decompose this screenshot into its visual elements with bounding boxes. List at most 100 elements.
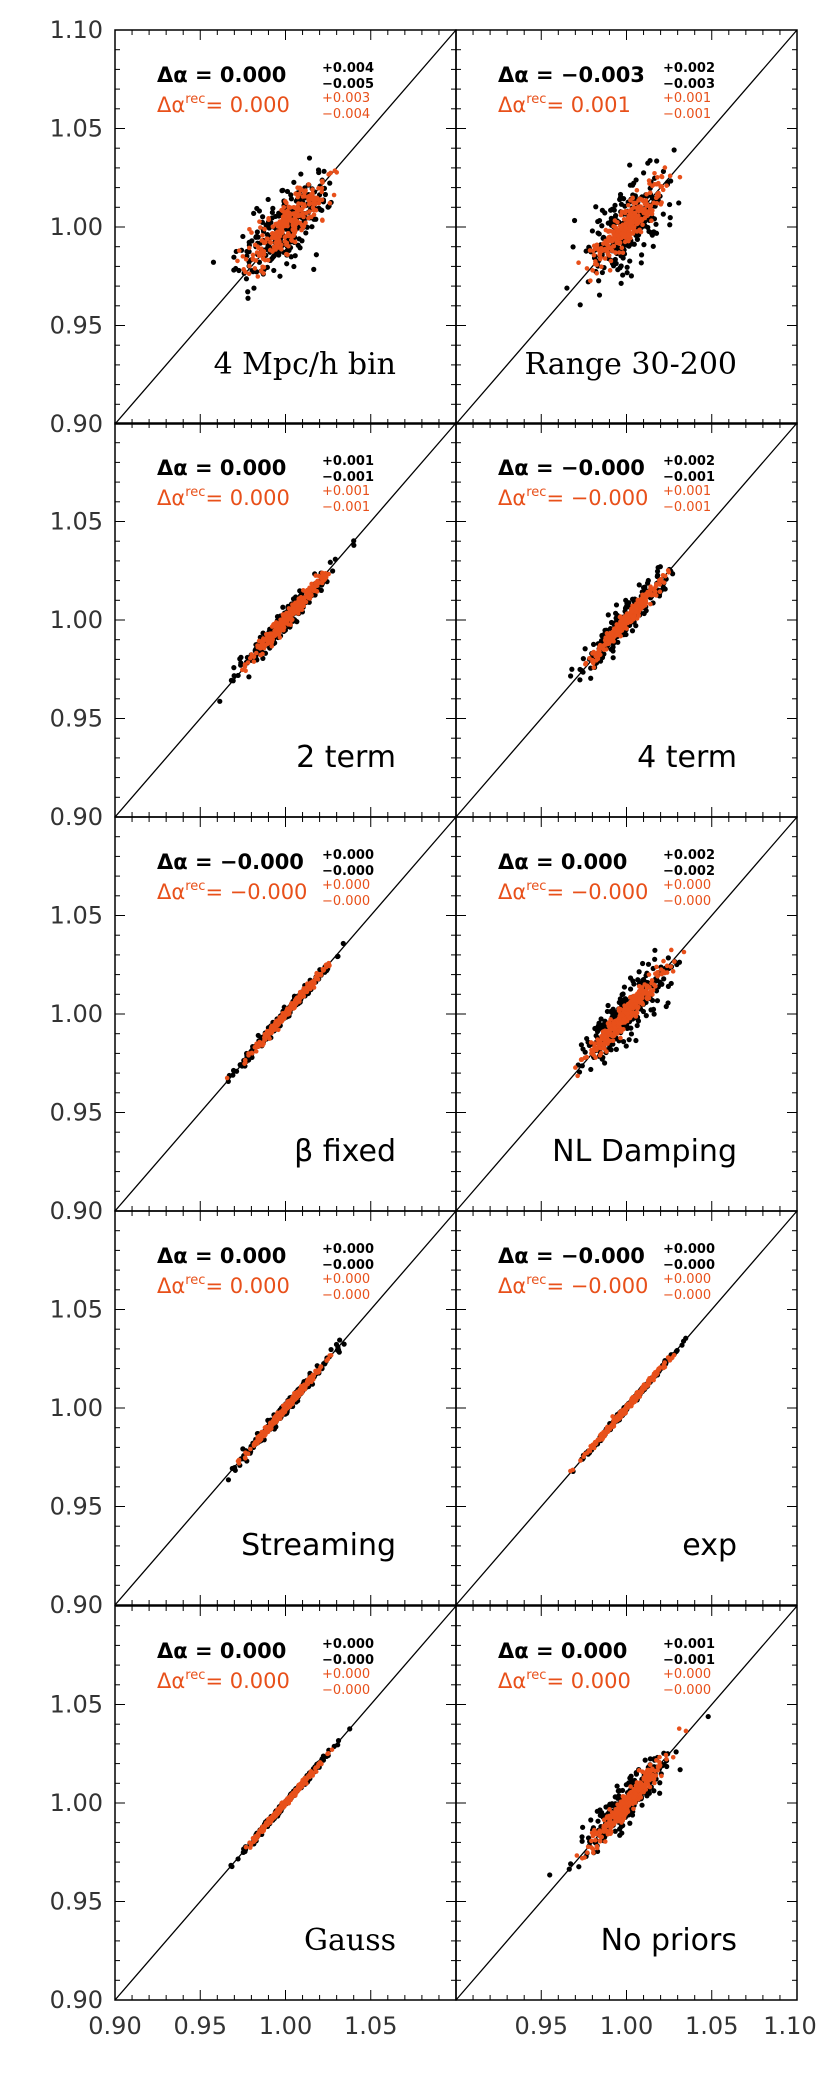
point-pre bbox=[580, 1046, 586, 1052]
point-pre bbox=[235, 672, 241, 679]
point-pre bbox=[265, 196, 271, 203]
point-rec bbox=[260, 1040, 265, 1045]
point-pre bbox=[251, 285, 257, 291]
panel-title: β fixed bbox=[294, 1134, 396, 1169]
point-pre bbox=[288, 196, 294, 202]
point-rec bbox=[316, 200, 322, 206]
point-pre bbox=[660, 211, 666, 217]
point-rec bbox=[646, 1379, 652, 1385]
point-rec bbox=[600, 1029, 606, 1035]
point-rec bbox=[618, 1035, 623, 1041]
point-rec bbox=[608, 245, 614, 251]
delta-alpha-rec-label: Δαrec= 0.000 bbox=[157, 1273, 290, 1298]
point-rec bbox=[270, 1024, 276, 1030]
point-pre bbox=[650, 1006, 657, 1013]
point-rec bbox=[264, 631, 270, 637]
point-rec bbox=[625, 615, 631, 621]
point-pre bbox=[612, 202, 618, 208]
point-pre bbox=[610, 655, 616, 661]
point-rec bbox=[655, 973, 660, 979]
point-rec bbox=[618, 224, 624, 229]
point-pre bbox=[306, 155, 313, 161]
point-rec bbox=[612, 1419, 617, 1424]
point-pre bbox=[649, 232, 655, 238]
point-pre bbox=[641, 242, 647, 248]
point-rec bbox=[646, 178, 652, 183]
point-rec bbox=[243, 256, 249, 262]
point-rec bbox=[592, 1044, 597, 1050]
point-pre bbox=[608, 646, 614, 652]
point-pre bbox=[568, 673, 574, 679]
point-rec bbox=[618, 212, 624, 218]
point-pre bbox=[650, 243, 656, 249]
point-rec bbox=[331, 192, 337, 198]
point-rec bbox=[643, 600, 649, 606]
point-rec bbox=[602, 1033, 608, 1039]
point-rec bbox=[272, 235, 278, 241]
point-rec bbox=[623, 224, 628, 230]
point-pre bbox=[645, 224, 651, 231]
delta-alpha-rec-label: Δαrec= 0.000 bbox=[157, 485, 290, 510]
point-rec bbox=[649, 592, 654, 598]
point-rec bbox=[672, 959, 677, 964]
point-rec bbox=[595, 1037, 600, 1042]
delta-alpha-label: Δα = −0.000 bbox=[157, 850, 304, 874]
point-pre bbox=[570, 244, 576, 250]
point-rec bbox=[311, 201, 317, 207]
point-pre bbox=[623, 1043, 629, 1049]
point-rec bbox=[615, 219, 620, 225]
point-pre bbox=[582, 646, 588, 652]
point-rec bbox=[291, 605, 296, 611]
point-pre bbox=[288, 192, 294, 198]
point-rec bbox=[587, 655, 592, 661]
point-pre bbox=[599, 223, 605, 229]
point-rec bbox=[646, 995, 652, 1001]
point-rec bbox=[624, 1018, 630, 1024]
point-rec bbox=[605, 250, 611, 255]
point-rec bbox=[677, 174, 683, 180]
point-pre bbox=[576, 1069, 583, 1075]
point-rec bbox=[272, 633, 278, 639]
point-pre bbox=[667, 215, 673, 221]
point-rec bbox=[273, 629, 279, 634]
panel-title: 2 term bbox=[296, 740, 396, 775]
point-rec bbox=[593, 1055, 598, 1060]
point-rec bbox=[634, 187, 640, 193]
point-rec bbox=[623, 1006, 629, 1012]
point-pre bbox=[638, 252, 645, 258]
point-pre bbox=[335, 1347, 342, 1353]
point-pre bbox=[643, 608, 649, 614]
point-rec bbox=[302, 1387, 308, 1392]
point-rec bbox=[653, 983, 658, 989]
point-rec bbox=[620, 1020, 626, 1025]
point-rec bbox=[307, 209, 312, 214]
point-pre bbox=[254, 229, 260, 235]
point-rec bbox=[634, 221, 640, 227]
point-rec bbox=[246, 271, 252, 277]
point-rec bbox=[300, 588, 306, 593]
point-rec bbox=[314, 580, 320, 586]
point-pre bbox=[230, 1067, 237, 1074]
point-pre bbox=[615, 267, 621, 273]
point-pre bbox=[238, 654, 244, 660]
point-rec bbox=[309, 191, 314, 197]
point-rec bbox=[652, 170, 657, 176]
point-rec bbox=[320, 218, 325, 223]
point-pre bbox=[233, 265, 239, 272]
point-pre bbox=[229, 1465, 235, 1472]
point-pre bbox=[657, 979, 663, 985]
delta-alpha-rec-plus: +0.001 bbox=[663, 484, 711, 499]
point-pre bbox=[298, 171, 304, 177]
point-pre bbox=[599, 269, 605, 276]
point-pre bbox=[633, 1037, 639, 1044]
point-rec bbox=[597, 642, 603, 648]
point-pre bbox=[633, 177, 639, 183]
point-rec bbox=[583, 660, 589, 666]
delta-alpha-rec-plus: +0.000 bbox=[322, 1272, 370, 1287]
point-rec bbox=[625, 234, 631, 239]
panel-title: 4 Mpc/h bin bbox=[214, 347, 396, 382]
point-rec bbox=[649, 211, 655, 217]
point-pre bbox=[328, 1346, 334, 1353]
point-rec bbox=[575, 1073, 580, 1079]
point-rec bbox=[640, 1000, 645, 1006]
